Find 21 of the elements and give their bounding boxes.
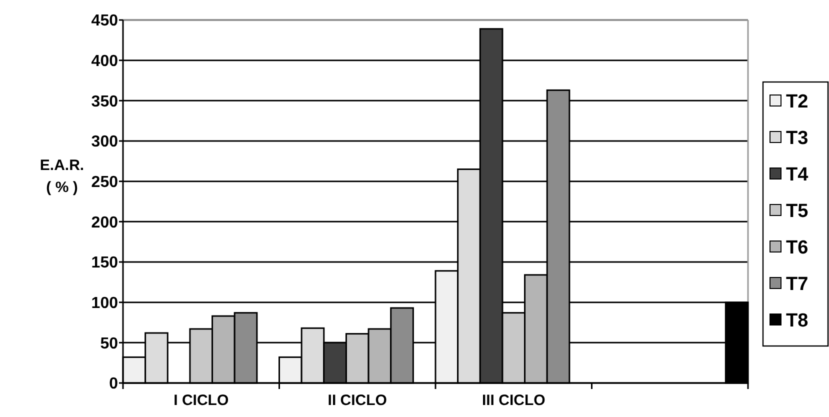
y-tick-label: 300 (91, 134, 118, 151)
y-tick-label: 400 (91, 52, 118, 70)
legend-label: T7 (786, 274, 808, 296)
y-tick-label: 250 (91, 174, 118, 191)
y-axis-title: E.A.R. ( % ) (40, 157, 84, 196)
legend-label: T4 (786, 164, 809, 186)
x-tick-label: I CICLO (174, 392, 229, 409)
legend-label: T2 (786, 92, 808, 113)
y-tick-label: 350 (91, 93, 118, 110)
y-tick-label: 150 (91, 254, 118, 272)
y-tick-label: 100 (91, 294, 118, 312)
legend-label: T5 (786, 201, 809, 222)
legend-label: T8 (786, 310, 808, 332)
x-tick-label: II CICLO (328, 392, 388, 409)
y-tick-label: 200 (91, 214, 118, 232)
legend-label: T3 (786, 128, 808, 150)
y-tick-label: 0 (109, 376, 118, 393)
x-tick-label: III CICLO (482, 392, 546, 409)
y-tick-label: 450 (91, 12, 118, 30)
legend-label: T6 (786, 238, 808, 259)
y-tick-label: 50 (100, 335, 118, 352)
